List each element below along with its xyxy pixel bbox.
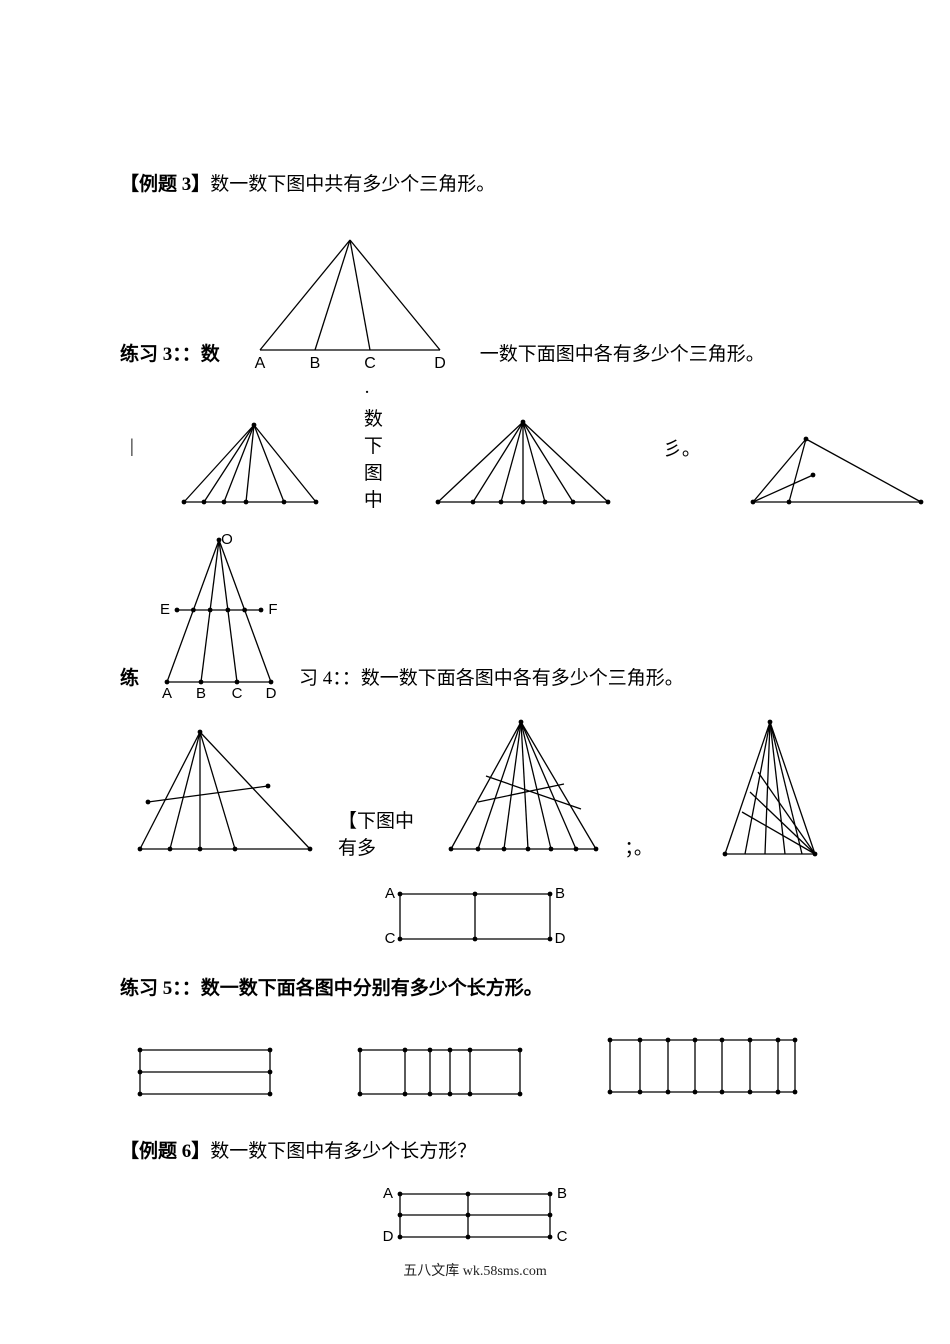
svg-text:B: B: [309, 355, 320, 370]
example3-text: 数一数下图中共有多少个三角形。: [210, 170, 495, 200]
practice4-mid: 【下图中有多: [338, 806, 418, 860]
svg-text:O: O: [221, 532, 233, 548]
practice3-figures-row: | ·数下图中 彡。: [130, 382, 830, 512]
svg-text:E: E: [160, 601, 170, 618]
example6-figure: A B C D: [370, 1182, 580, 1252]
practice5-fig2: [350, 1040, 530, 1102]
practice4-left: 练: [120, 664, 139, 694]
svg-text:A: A: [385, 885, 395, 902]
example3-figure: A B C D: [220, 230, 480, 370]
example6-heading: 【例题 6】 数一数下图中有多少个长方形？: [120, 1137, 830, 1167]
example3-label: 【例题 3】: [120, 170, 210, 200]
svg-text:D: D: [383, 1228, 394, 1245]
practice3-mid-right: 彡。: [663, 434, 701, 461]
svg-text:D: D: [434, 355, 446, 370]
practice5-figures-row: [130, 1030, 830, 1102]
svg-text:D: D: [266, 685, 277, 702]
practice4-figures-row: 【下图中有多 ；。: [130, 714, 830, 864]
example4-figure: O E F A B C D: [139, 532, 299, 702]
practice3-fig2: [423, 417, 623, 512]
practice3-fig1: [174, 417, 324, 512]
stray-bar: |: [130, 436, 134, 458]
practice4-line: 练 O E F A B C D 习 4：：数一数下面各图中各有多少个三角形。: [120, 532, 830, 702]
practice4-fig1: [130, 724, 320, 864]
practice3-label: 练习 3：：数: [120, 340, 220, 370]
example3-heading: 【例题 3】 数一数下图中共有多少个三角形。: [120, 170, 830, 200]
svg-text:A: A: [162, 685, 172, 702]
svg-text:C: C: [385, 930, 396, 947]
svg-text:C: C: [557, 1228, 568, 1245]
page: 【例题 3】 数一数下图中共有多少个三角形。 练习 3：：数 A B C D 一数下面…: [0, 0, 950, 1320]
practice5-label: 练习 5：：数一数下面各图中分别有多少个长方形。: [120, 974, 543, 1004]
svg-text:A: A: [383, 1185, 393, 1202]
svg-text:A: A: [254, 355, 265, 370]
practice3-mid-left: ·数下图中: [364, 382, 383, 512]
practice3-line: 练习 3：：数 A B C D 一数下面图中各有多少个三角形。: [120, 230, 830, 370]
footer: 五八文库 wk.58sms.com: [120, 1260, 830, 1280]
svg-text:B: B: [196, 685, 206, 702]
svg-text:B: B: [557, 1185, 567, 1202]
example6-figure-wrap: A B C D: [120, 1182, 830, 1252]
practice5-fig3: [600, 1030, 800, 1102]
practice5-fig1: [130, 1040, 280, 1102]
example5-figure: A B C D: [380, 884, 570, 954]
practice3-fig3: [741, 427, 931, 512]
svg-text:F: F: [268, 601, 277, 618]
practice3-text-after: 一数下面图中各有多少个三角形。: [480, 340, 765, 370]
example5-figure-wrap: A B C D: [120, 884, 830, 954]
practice4-fig3: [710, 714, 830, 864]
example6-text: 数一数下图中有多少个长方形？: [210, 1137, 476, 1167]
practice4-right: 习 4：：数一数下面各图中各有多少个三角形。: [299, 664, 684, 694]
example6-label: 【例题 6】: [120, 1137, 210, 1167]
svg-text:C: C: [232, 685, 243, 702]
svg-text:C: C: [364, 355, 376, 370]
practice4-fig2: [436, 714, 606, 864]
practice5-line: 练习 5：：数一数下面各图中分别有多少个长方形。: [120, 974, 830, 1004]
practice4-mid-r: ；。: [624, 833, 653, 860]
svg-text:D: D: [555, 930, 566, 947]
svg-text:B: B: [555, 885, 565, 902]
